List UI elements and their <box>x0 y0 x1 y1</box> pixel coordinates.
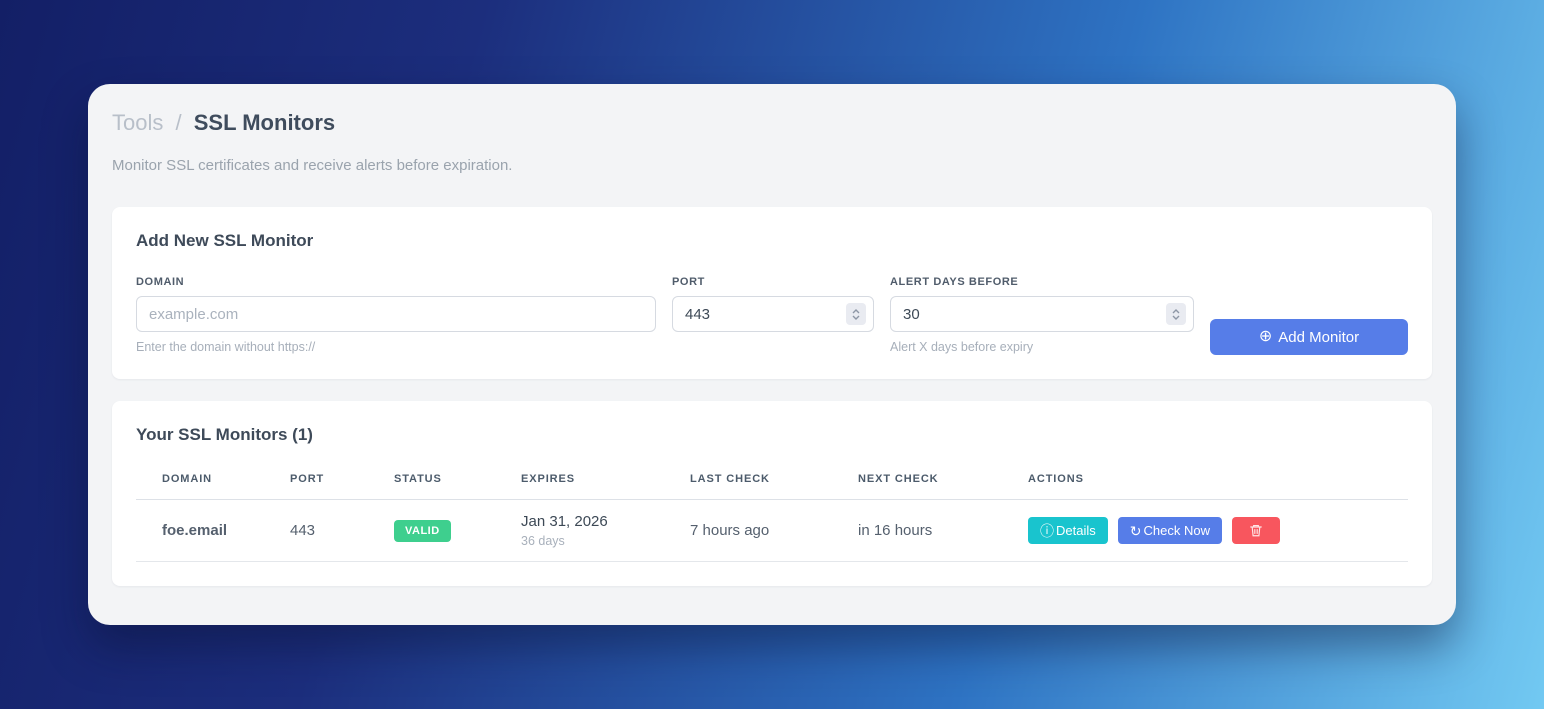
table-header-row: DOMAIN PORT STATUS EXPIRES LAST CHECK NE… <box>136 457 1408 500</box>
add-monitor-panel: Add New SSL Monitor DOMAIN Enter the dom… <box>112 207 1432 379</box>
next-check-time: in 16 hours <box>848 499 1018 562</box>
row-actions: ⓘ Details ↻ Check Now <box>1028 517 1398 544</box>
page-title: SSL Monitors <box>193 110 336 135</box>
domain-field-group: DOMAIN Enter the domain without https:// <box>136 276 656 354</box>
port-label: PORT <box>672 276 705 288</box>
port-field-group: PORT <box>672 276 874 332</box>
add-monitor-button[interactable]: ⊕ Add Monitor <box>1210 319 1408 355</box>
port-stepper[interactable] <box>846 303 866 325</box>
breadcrumb-separator: / <box>175 110 182 135</box>
refresh-icon: ↻ <box>1129 522 1142 539</box>
chevron-up-icon <box>852 308 860 313</box>
monitor-domain: foe.email <box>136 499 280 562</box>
monitors-panel: Your SSL Monitors (1) DOMAIN PORT STATUS… <box>112 401 1432 586</box>
breadcrumb-parent[interactable]: Tools <box>112 110 164 135</box>
alert-days-input[interactable] <box>890 296 1194 332</box>
alert-days-field-group: ALERT DAYS BEFORE Alert X days before ex… <box>890 276 1194 354</box>
submit-field-group: ⊕ Add Monitor <box>1210 276 1408 355</box>
column-header-expires: EXPIRES <box>511 457 680 500</box>
domain-input[interactable] <box>136 296 656 332</box>
domain-helper-text: Enter the domain without https:// <box>136 340 316 354</box>
delete-button[interactable] <box>1231 517 1280 544</box>
column-header-domain: DOMAIN <box>136 457 280 500</box>
monitors-table: DOMAIN PORT STATUS EXPIRES LAST CHECK NE… <box>136 457 1408 562</box>
breadcrumb: Tools / SSL Monitors <box>112 110 1432 136</box>
check-now-button[interactable]: ↻ Check Now <box>1117 517 1222 544</box>
monitors-heading: Your SSL Monitors (1) <box>136 425 313 444</box>
main-card: Tools / SSL Monitors Monitor SSL certifi… <box>88 84 1456 625</box>
trash-icon <box>1250 524 1262 537</box>
info-icon: ⓘ <box>1040 522 1054 539</box>
status-badge: VALID <box>394 519 451 542</box>
monitor-port: 443 <box>280 499 384 562</box>
add-monitor-button-label: Add Monitor <box>1278 328 1360 346</box>
last-check-time: 7 hours ago <box>680 499 848 562</box>
column-header-next-check: NEXT CHECK <box>848 457 1018 500</box>
column-header-port: PORT <box>280 457 384 500</box>
details-button-label: Details <box>1056 523 1096 538</box>
alert-days-stepper[interactable] <box>1166 303 1186 325</box>
column-header-actions: ACTIONS <box>1018 457 1408 500</box>
alert-days-helper-text: Alert X days before expiry <box>890 340 1034 354</box>
monitor-row: foe.email 443 VALID Jan 31, 2026 36 days… <box>136 499 1408 562</box>
chevron-up-icon <box>1172 308 1180 313</box>
port-input[interactable] <box>672 296 874 332</box>
chevron-down-icon <box>1172 315 1180 320</box>
check-now-button-label: Check Now <box>1143 523 1210 538</box>
page-subtitle: Monitor SSL certificates and receive ale… <box>112 157 513 174</box>
chevron-down-icon <box>852 315 860 320</box>
domain-label: DOMAIN <box>136 276 185 288</box>
column-header-status: STATUS <box>384 457 511 500</box>
add-monitor-form: DOMAIN Enter the domain without https://… <box>136 276 1408 355</box>
expires-days-remaining: 36 days <box>521 534 565 548</box>
plus-circle-icon: ⊕ <box>1258 328 1273 345</box>
add-monitor-heading: Add New SSL Monitor <box>136 231 314 250</box>
details-button[interactable]: ⓘ Details <box>1028 517 1108 544</box>
expires-date: Jan 31, 2026 <box>521 513 608 530</box>
column-header-last-check: LAST CHECK <box>680 457 848 500</box>
alert-days-label: ALERT DAYS BEFORE <box>890 276 1019 288</box>
